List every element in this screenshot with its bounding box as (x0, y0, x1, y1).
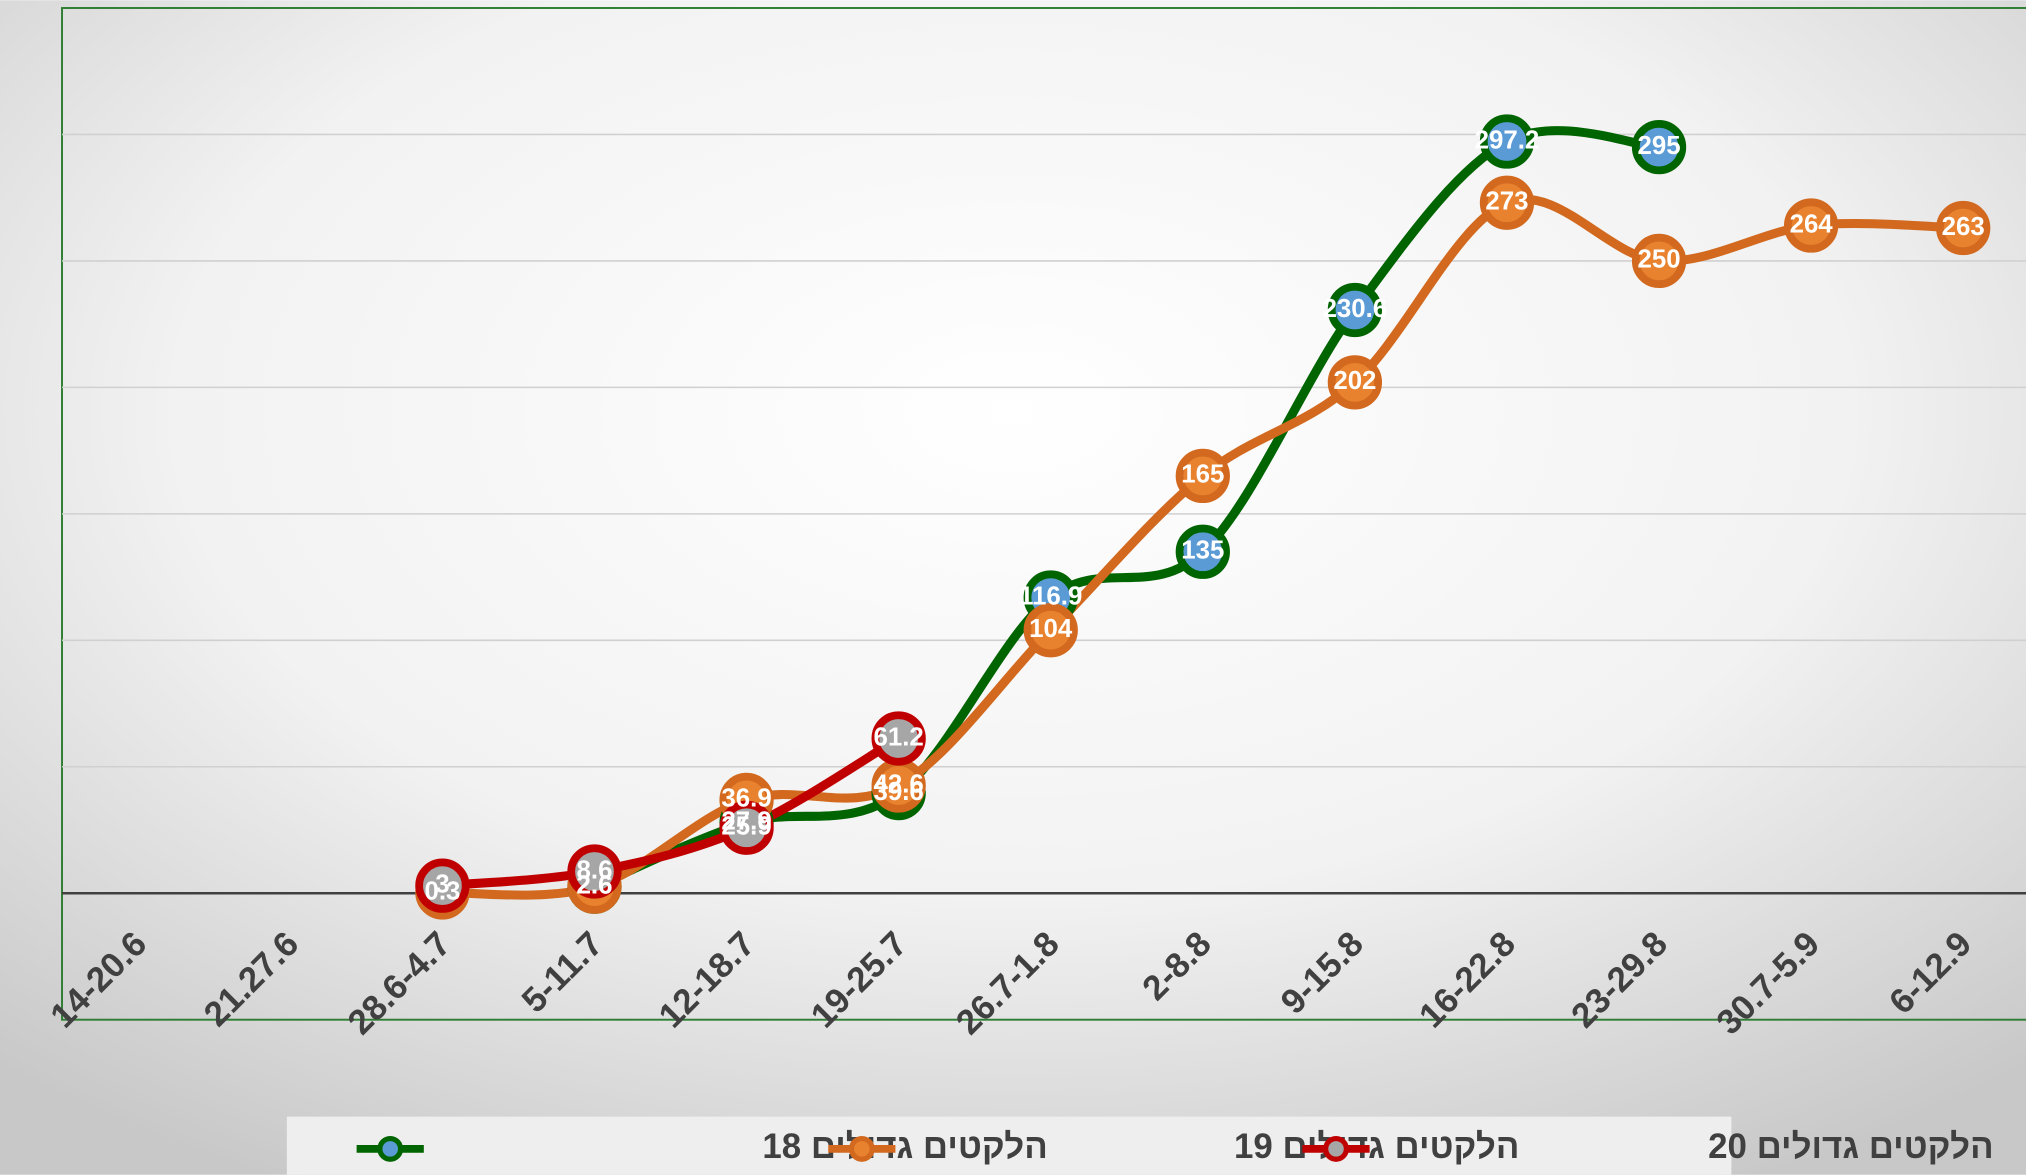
data-label: 250 (1637, 246, 1680, 274)
legend-label: הלקטים גדולים 18 (762, 1127, 1048, 1166)
data-label: 297.2 (1475, 126, 1540, 154)
data-label: 230.6 (1323, 295, 1388, 323)
data-point (1175, 448, 1230, 504)
data-label: 202 (1333, 367, 1376, 395)
data-label: 263 (1942, 213, 1985, 241)
data-label: 104 (1029, 615, 1073, 643)
data-label: 116.9 (1019, 582, 1082, 610)
data-point (719, 800, 774, 855)
legend-swatch-marker (848, 1135, 875, 1162)
data-label: 3 (435, 870, 449, 898)
data-label: 36.9 (721, 785, 771, 813)
data-label: 165 (1181, 461, 1224, 489)
data-label: 135 (1181, 537, 1224, 565)
data-label: 2.6 (577, 871, 613, 899)
data-label: 42.6 (874, 770, 924, 798)
data-point (1479, 114, 1535, 169)
data-point (1936, 200, 1991, 256)
legend-swatch-marker (377, 1135, 404, 1162)
data-point (1327, 282, 1383, 338)
legend-swatch-marker (1323, 1135, 1349, 1162)
data-point (415, 858, 470, 913)
data-label: 61.2 (874, 723, 924, 751)
data-label: 27.9 (721, 808, 771, 836)
data-point (1783, 198, 1839, 253)
data-label: 273 (1485, 188, 1528, 216)
legend-label: הלקטים גדולים 19 (1234, 1127, 1520, 1166)
data-label: 0.3 (424, 877, 460, 905)
data-point (1175, 524, 1230, 579)
data-label: 2.6 (577, 871, 613, 899)
data-point (1631, 233, 1687, 289)
data-point (1479, 175, 1535, 230)
data-point (1023, 603, 1078, 658)
series-line (437, 733, 904, 891)
data-label: 39.6 (874, 778, 924, 806)
data-point (567, 844, 622, 899)
series-line (589, 126, 1664, 892)
legend: הלקטים גדולים 18 הלקטים גדולים 19 הלקטים ג… (356, 1127, 1994, 1166)
data-point (1327, 355, 1383, 410)
data-label: 295 (1637, 132, 1680, 160)
data-point (1631, 119, 1687, 175)
legend-box (286, 1116, 1732, 1175)
data-label: 264 (1790, 210, 1834, 238)
data-point (871, 711, 926, 766)
legend-label: הלקטים גדולים 20 (1708, 1127, 1994, 1166)
data-label: 25.9 (721, 813, 771, 841)
data-label: 8.6 (577, 856, 613, 884)
